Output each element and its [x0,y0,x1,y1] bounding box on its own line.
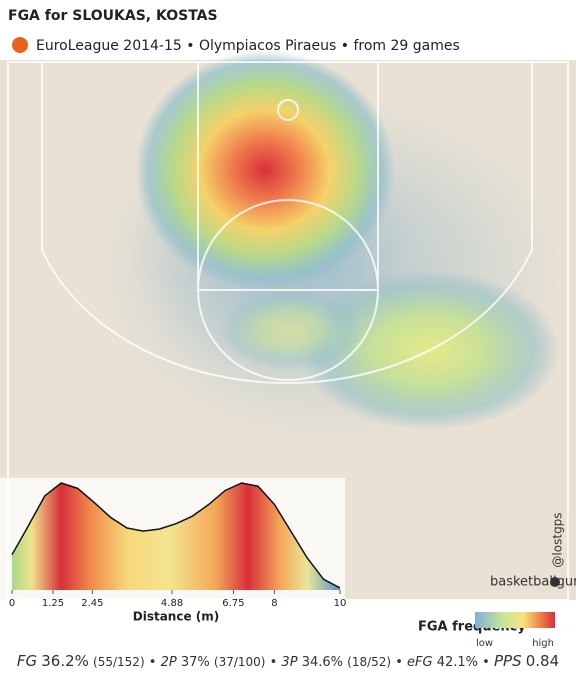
stat-label: eFG [407,655,433,670]
stats: FG 36.2% (55/152) • 2P 37% (37/100) • 3P… [16,652,560,670]
watermark-icon [550,577,560,587]
stat-label: PPS [493,652,522,670]
x-tick-label: 6.75 [222,598,244,609]
x-tick-label: 0 [9,598,15,609]
stat-value: 36.2% [41,652,89,670]
x-tick-label: 4.88 [161,598,183,609]
stat-detail: (18/52) [347,655,392,669]
stat-value: 0.84 [525,652,560,670]
x-tick-label: 10 [334,598,347,609]
stat-detail: (37/100) [213,655,266,669]
stat-label: 3P [281,655,298,670]
watermark: basketballguru.gr [490,575,576,590]
stat-label: FG [16,652,38,670]
stat-value: 42.1% [436,655,479,670]
stat-label: 2P [160,655,177,670]
x-tick-label: 1.25 [42,598,64,609]
legend-high: high [532,638,554,649]
stat-detail: (55/152) [93,655,145,669]
title: FGA for SLOUKAS, KOSTAS [8,8,218,24]
x-tick-label: 8 [271,598,277,609]
credit: @lostgps [551,512,565,567]
subtitle: EuroLeague 2014-15 • Olympiacos Piraeus … [36,38,460,54]
stat-value: 34.6% [301,655,343,670]
x-tick-label: 2.45 [81,598,103,609]
density-line [11,482,341,589]
legend-low: low [476,638,493,649]
league-logo [12,37,28,53]
chart: FGA for SLOUKAS, KOSTAS EuroLeague 2014-… [0,8,576,649]
heatmap [100,50,560,440]
legend-gradient [475,612,555,628]
stat-value: 37% [180,655,210,670]
density-area [12,483,340,590]
x-axis-label: Distance (m) [133,610,220,624]
